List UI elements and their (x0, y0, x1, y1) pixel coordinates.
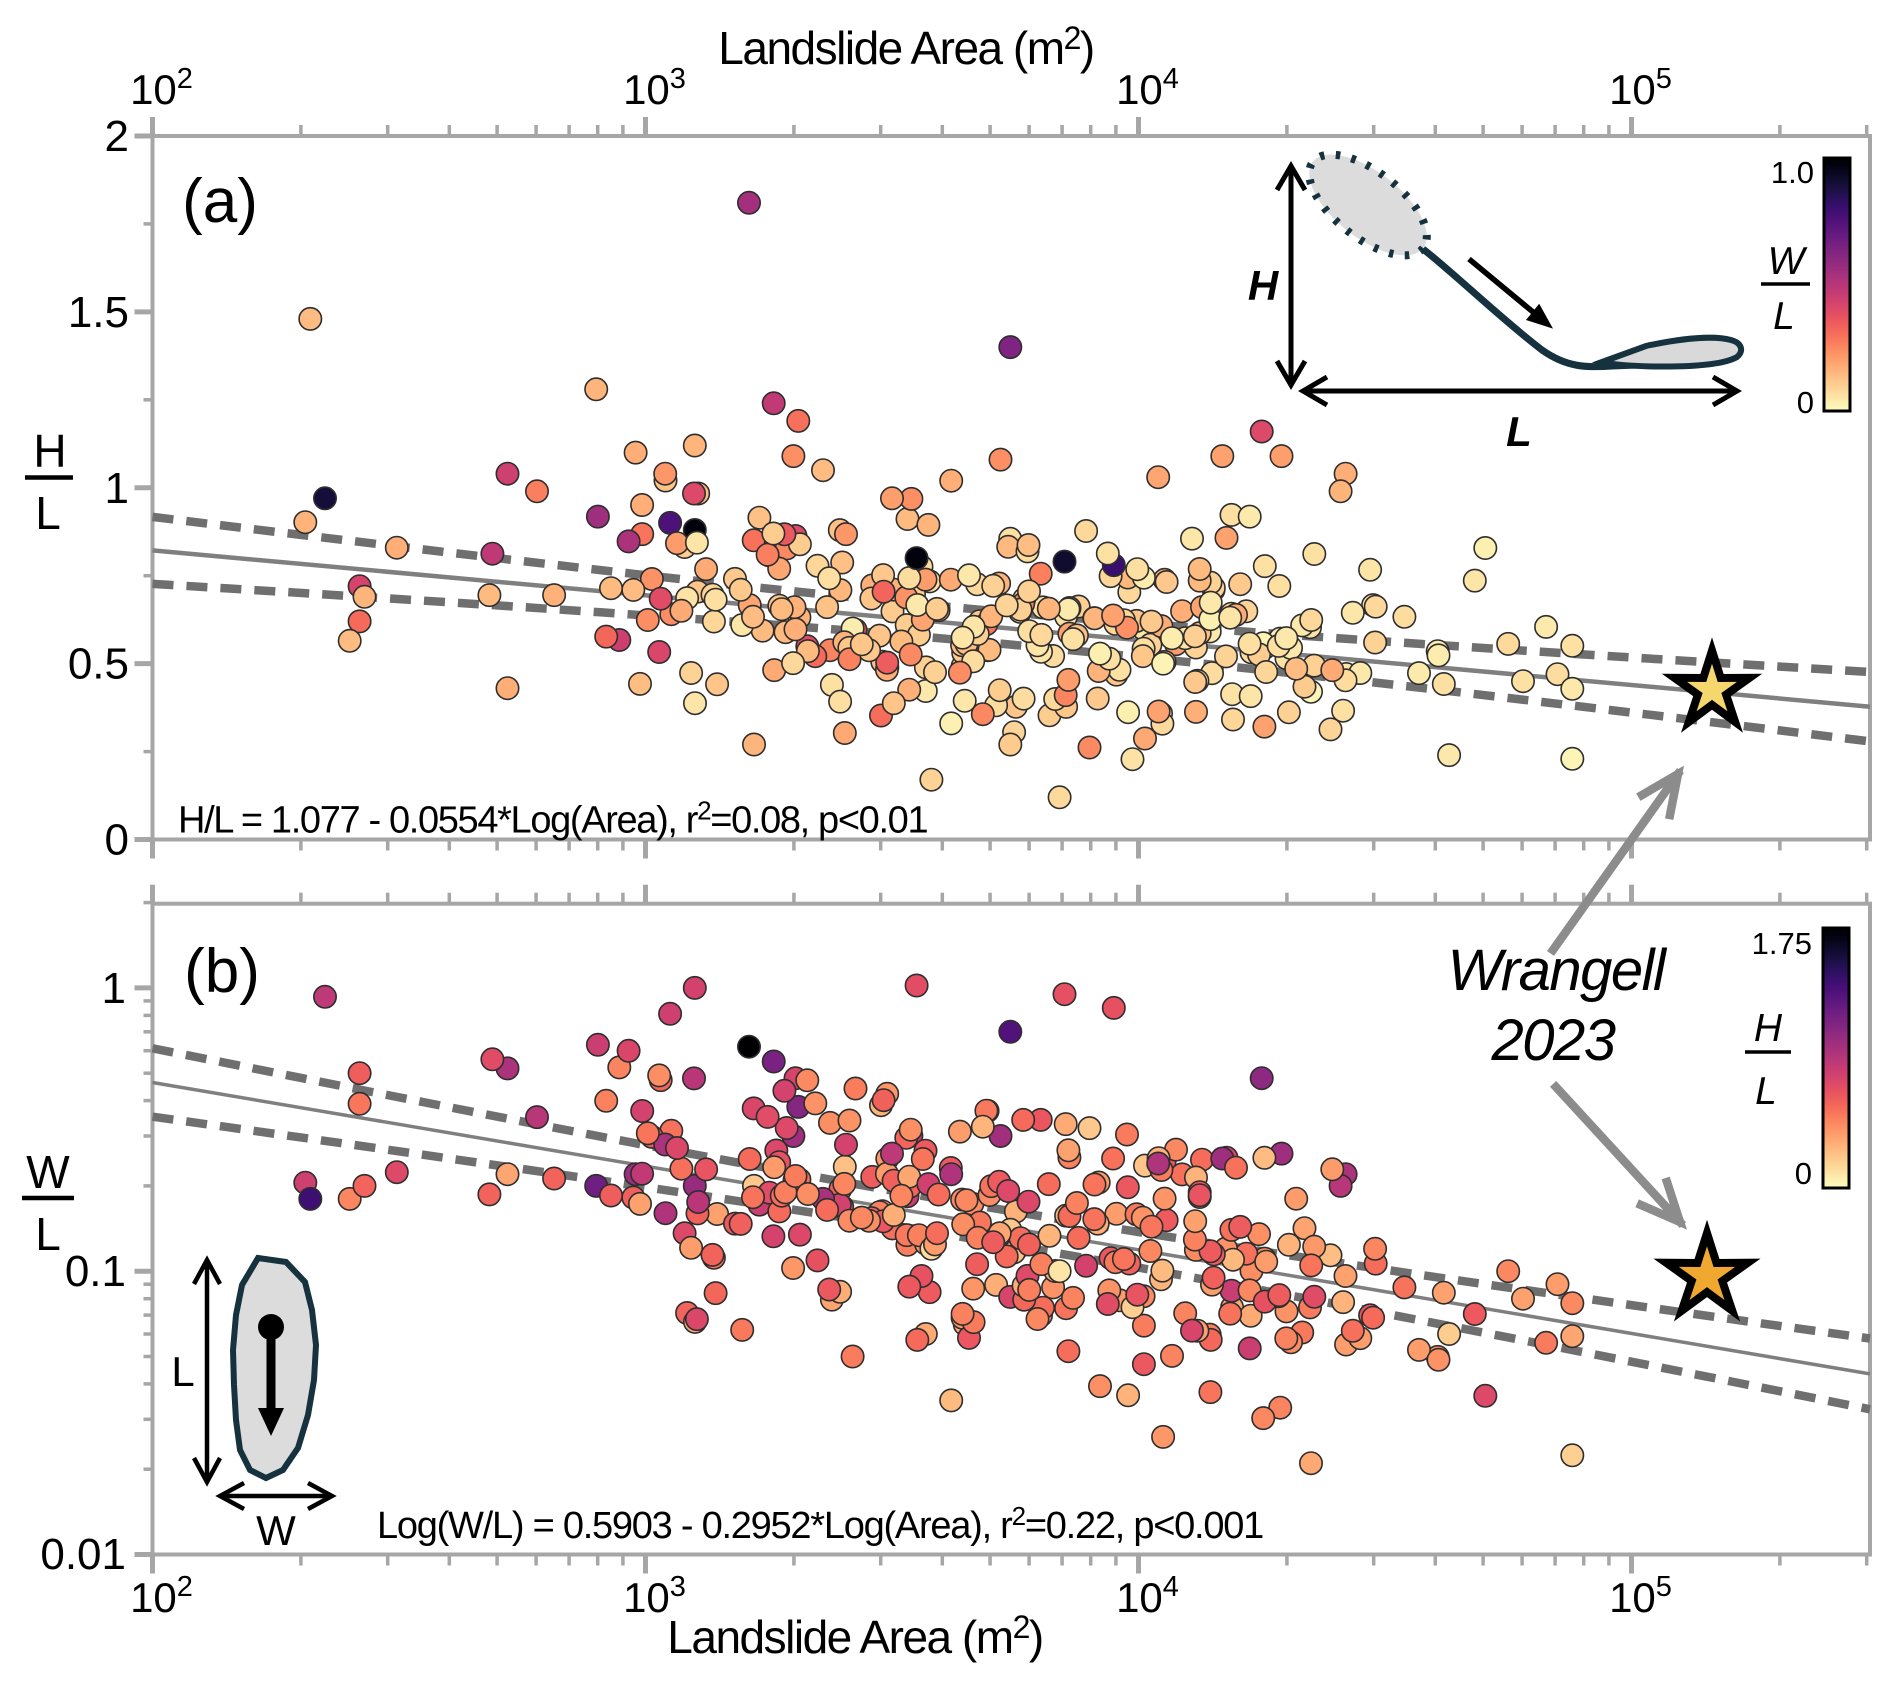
svg-text:0.5: 0.5 (68, 640, 129, 689)
svg-text:W: W (256, 1507, 296, 1554)
svg-text:L: L (1755, 1070, 1777, 1113)
svg-text:L: L (35, 487, 61, 539)
svg-text:W: W (26, 1146, 70, 1198)
svg-text:0.01: 0.01 (40, 1530, 126, 1579)
svg-text:1.0: 1.0 (1771, 155, 1814, 190)
svg-text:H: H (33, 425, 66, 477)
svg-text:1.5: 1.5 (68, 288, 129, 337)
svg-text:2023: 2023 (1490, 1008, 1615, 1073)
svg-text:H/L = 1.077 - 0.0554*Log(Area): H/L = 1.077 - 0.0554*Log(Area), r2=0.08,… (178, 796, 927, 842)
svg-text:H: H (1248, 262, 1280, 309)
svg-text:(a): (a) (182, 167, 258, 236)
svg-text:Landslide Area (m2): Landslide Area (m2) (718, 20, 1093, 74)
svg-text:L: L (171, 1348, 194, 1395)
svg-text:H: H (1754, 1007, 1783, 1050)
svg-text:1: 1 (102, 964, 126, 1013)
svg-text:Landslide Area (m2): Landslide Area (m2) (667, 1609, 1042, 1663)
svg-text:104: 104 (1116, 1571, 1179, 1621)
svg-text:0: 0 (1795, 1156, 1812, 1191)
svg-text:0.1: 0.1 (65, 1247, 126, 1296)
svg-text:W: W (1768, 240, 1808, 283)
svg-text:0: 0 (105, 816, 129, 865)
svg-text:2: 2 (105, 112, 129, 161)
svg-text:L: L (1773, 295, 1795, 338)
svg-text:Log(W/L) = 0.5903 - 0.2952*Log: Log(W/L) = 0.5903 - 0.2952*Log(Area), r2… (377, 1501, 1263, 1547)
svg-text:Wrangell: Wrangell (1448, 938, 1668, 1003)
svg-text:(b): (b) (184, 937, 260, 1006)
svg-text:0: 0 (1797, 385, 1814, 420)
svg-text:L: L (35, 1208, 61, 1260)
svg-text:1: 1 (105, 464, 129, 513)
svg-text:1.75: 1.75 (1752, 926, 1812, 961)
svg-text:L: L (1506, 408, 1532, 455)
